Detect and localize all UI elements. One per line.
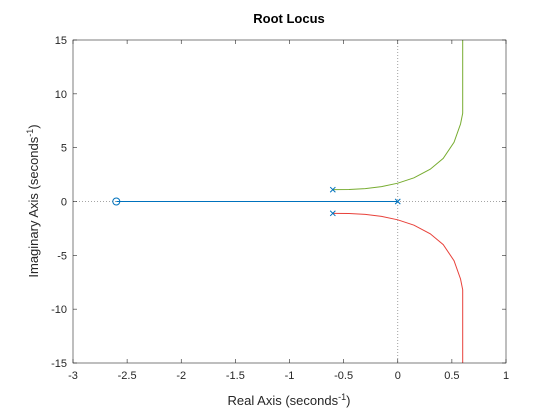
zero-marker bbox=[112, 197, 121, 206]
pole-marker bbox=[394, 198, 401, 205]
x-tick-label: -1.5 bbox=[226, 370, 245, 382]
x-tick-label: -2 bbox=[176, 370, 186, 382]
pole-marker bbox=[329, 186, 336, 193]
pole-marker bbox=[329, 210, 336, 217]
axes-box bbox=[72, 39, 507, 364]
y-axis-label: Imaginary Axis (seconds-1) bbox=[25, 124, 41, 277]
x-tick-label: -1 bbox=[285, 370, 295, 382]
y-tick-label: 10 bbox=[55, 89, 67, 101]
locus-branch bbox=[332, 212, 464, 363]
x-label-suffix: ) bbox=[346, 393, 350, 408]
y-tick-label: -5 bbox=[57, 250, 67, 262]
y-label-sup: -1 bbox=[25, 129, 35, 137]
x-tick-label: -0.5 bbox=[334, 370, 353, 382]
y-tick-label: 0 bbox=[61, 197, 67, 209]
x-label-sup: -1 bbox=[338, 392, 346, 402]
y-label-text: Imaginary Axis (seconds bbox=[26, 136, 41, 277]
x-tick-label: -3 bbox=[68, 370, 78, 382]
x-label-text: Real Axis (seconds bbox=[228, 393, 339, 408]
x-tick-label: 1 bbox=[503, 370, 509, 382]
x-tick-label: 0.5 bbox=[444, 370, 459, 382]
y-label-suffix: ) bbox=[26, 124, 41, 128]
chart-title: Root Locus bbox=[253, 11, 325, 26]
y-tick-label: 5 bbox=[61, 143, 67, 155]
y-tick-label: -15 bbox=[51, 358, 67, 370]
x-tick-label: -2.5 bbox=[118, 370, 137, 382]
y-tick-label: -10 bbox=[51, 304, 67, 316]
locus-branch bbox=[332, 40, 464, 191]
y-tick-label: 15 bbox=[55, 35, 67, 47]
x-axis-label: Real Axis (seconds-1) bbox=[228, 392, 351, 408]
x-tick-label: 0 bbox=[395, 370, 401, 382]
